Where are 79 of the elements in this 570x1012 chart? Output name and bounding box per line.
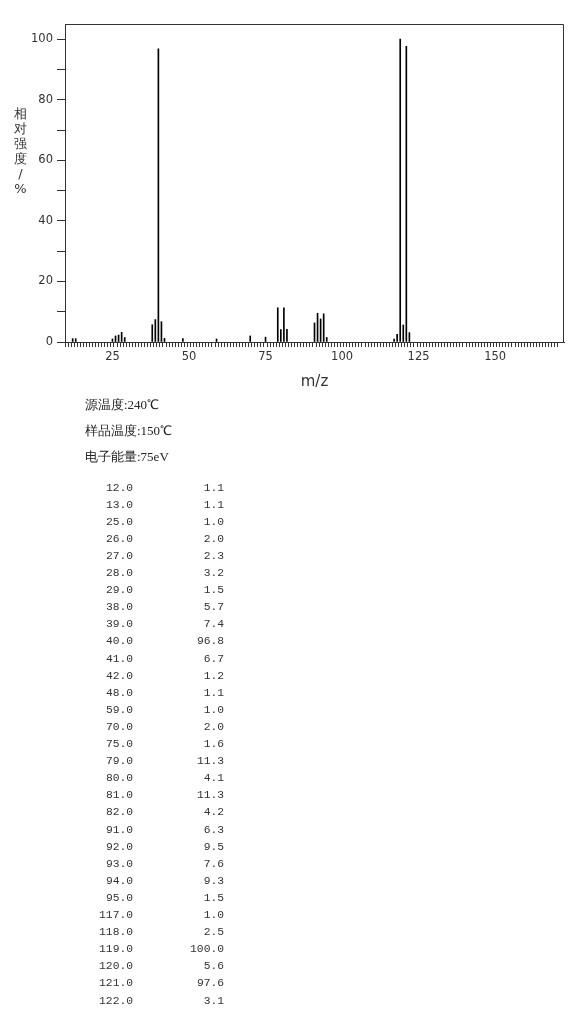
text: 1.1: [203, 481, 224, 495]
text: 117.0: [99, 909, 133, 922]
y-tick-label: 80: [38, 91, 53, 106]
text: 6.3: [203, 823, 224, 837]
text: 2.0: [203, 720, 224, 734]
text: 41.0: [105, 652, 133, 666]
text: 6.7: [203, 652, 224, 666]
x-tick-label: 100: [331, 348, 354, 363]
text: 38.0: [105, 601, 133, 615]
y-axis-title: 相对强度/%: [13, 106, 28, 196]
text: 4.2: [203, 806, 224, 820]
text: 48.0: [105, 686, 133, 700]
y-tick-label: 0: [45, 333, 53, 348]
text: 96.8: [196, 635, 224, 649]
text: 82.0: [105, 806, 133, 820]
text: 2.0: [203, 532, 224, 546]
x-tick-label: 75: [258, 348, 273, 363]
text: 1.1: [203, 686, 224, 700]
text: 源温度:240℃: [85, 397, 160, 413]
y-tick-label: 100: [31, 31, 53, 46]
text: 75.0: [105, 738, 133, 751]
x-tick-label: 25: [105, 348, 120, 363]
text: 121.0: [99, 977, 133, 991]
text: 1.2: [203, 669, 224, 683]
text: 1.0: [203, 909, 224, 922]
text: 5.6: [203, 960, 224, 974]
text: 1.5: [203, 584, 224, 598]
text: 100.0: [190, 943, 224, 957]
text: 7.4: [203, 618, 224, 632]
x-tick-label: 125: [407, 348, 430, 363]
text: 11.3: [196, 755, 224, 769]
text: 2.5: [203, 926, 224, 940]
text: 12.0: [105, 481, 133, 495]
y-tick-label: 20: [38, 273, 53, 288]
text: 59.0: [105, 703, 133, 717]
text: 91.0: [105, 823, 133, 837]
text: 120.0: [99, 960, 133, 974]
text: 3.2: [203, 567, 224, 580]
text: 94.0: [105, 874, 133, 888]
text: 样品温度:150℃: [85, 423, 173, 439]
y-tick-label: 40: [38, 212, 53, 227]
text: 25.0: [105, 515, 133, 529]
text: 1.0: [203, 515, 224, 529]
text: 1.5: [203, 891, 224, 905]
text: 93.0: [105, 857, 133, 871]
text: 27.0: [105, 549, 133, 563]
text: 122.0: [99, 994, 133, 1008]
text: 26.0: [105, 532, 133, 546]
text: 9.5: [203, 840, 224, 854]
x-tick-label: 150: [484, 348, 507, 363]
x-tick-label: 50: [181, 348, 197, 363]
text: 40.0: [105, 635, 133, 649]
text: 92.0: [105, 840, 133, 854]
text: 119.0: [99, 943, 133, 957]
text: 4.1: [203, 772, 224, 786]
text: 42.0: [105, 669, 133, 683]
text: 11.3: [196, 789, 224, 803]
x-axis-title: m/z: [300, 371, 329, 390]
text: 95.0: [105, 891, 133, 905]
text: 5.7: [203, 601, 224, 615]
text: 39.0: [105, 618, 133, 632]
text: 7.6: [203, 857, 224, 871]
text: 2.3: [203, 549, 224, 563]
text: 97.6: [196, 977, 224, 991]
text: 79.0: [105, 755, 133, 769]
text: 70.0: [105, 720, 133, 734]
text: 电子能量:75eV: [85, 449, 169, 465]
text: 1.6: [203, 738, 224, 751]
text: 13.0: [105, 498, 133, 512]
text: 3.1: [203, 994, 224, 1008]
text: 80.0: [105, 772, 133, 786]
text: 29.0: [105, 584, 133, 598]
text: 28.0: [105, 567, 133, 580]
text: 9.3: [203, 874, 224, 888]
text: 118.0: [99, 926, 133, 940]
text: 1.1: [203, 498, 224, 512]
text: 1.0: [203, 703, 224, 717]
y-tick-label: 60: [38, 152, 53, 167]
text: 81.0: [105, 789, 133, 803]
